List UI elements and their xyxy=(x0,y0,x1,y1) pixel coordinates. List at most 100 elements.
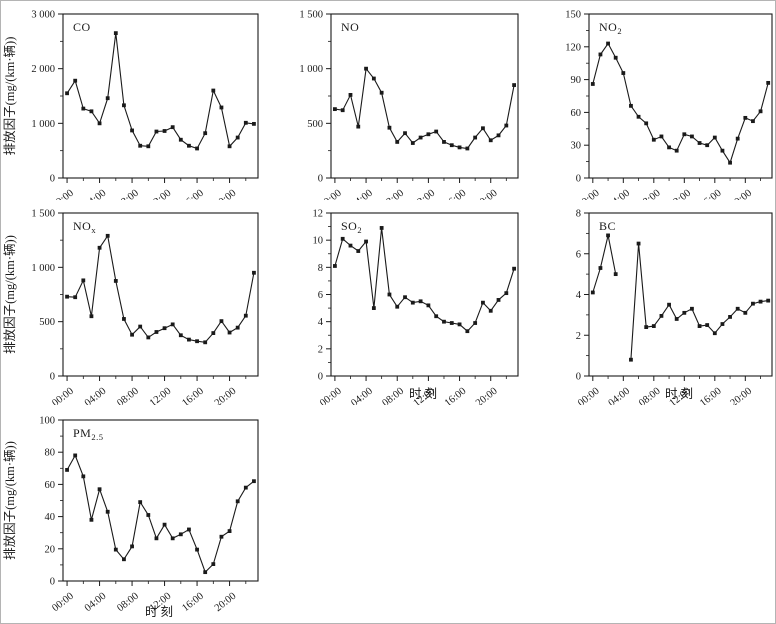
x-tick-label: 04:00 xyxy=(349,188,375,200)
data-point xyxy=(252,121,256,126)
data-point xyxy=(629,103,633,108)
x-axis-label: 时刻 xyxy=(409,387,440,401)
x-tick-label: 04:00 xyxy=(83,386,109,405)
panel-title-bc: BC xyxy=(599,219,616,233)
data-point xyxy=(195,547,199,552)
data-point xyxy=(364,239,368,244)
x-tick-label: 20:00 xyxy=(474,188,500,200)
data-point xyxy=(473,135,478,140)
data-point xyxy=(481,126,485,131)
x-tick-label: 08:00 xyxy=(115,591,141,614)
plot-frame xyxy=(588,13,773,179)
data-point xyxy=(418,299,423,304)
x-tick-label: 12:00 xyxy=(148,386,174,405)
x-tick-label: 04:00 xyxy=(83,188,109,200)
data-point xyxy=(426,303,431,308)
chart-bc: 0 2 4 6 8 00:00 04:00 08:00 12:00 16:00 20:00 BC 时刻 xyxy=(517,200,775,410)
data-point xyxy=(682,310,687,315)
data-point xyxy=(629,357,633,362)
y-tick-label: 2 000 xyxy=(31,64,55,75)
data-point xyxy=(81,474,86,479)
y-axis-label: 排放因子(mg/(km·辆)) xyxy=(2,37,17,156)
data-point xyxy=(705,323,710,327)
data-point xyxy=(81,278,86,283)
y-tick-label: 40 xyxy=(45,512,56,523)
data-point xyxy=(154,129,159,134)
series-so2 xyxy=(332,226,517,334)
data-point xyxy=(387,125,392,130)
data-point xyxy=(154,330,159,334)
data-point xyxy=(418,135,423,140)
data-point xyxy=(162,129,167,133)
data-point xyxy=(751,301,755,306)
series-nox xyxy=(65,233,256,345)
data-point xyxy=(235,135,240,140)
x-tick-label: 16:00 xyxy=(180,386,206,405)
data-point xyxy=(130,128,134,133)
data-point xyxy=(65,468,69,472)
data-point xyxy=(613,55,618,60)
data-point xyxy=(364,66,368,71)
panel-title-so2: SO2 xyxy=(341,219,362,235)
y-tick-label: 3 000 xyxy=(31,10,55,21)
chart-co-canvas: 0 1 000 2 000 3 000 00:00 04:00 08:00 12:00 16:0… xyxy=(2,10,259,211)
y-tick-label: 120 xyxy=(565,42,581,53)
y-tick-label: 150 xyxy=(565,10,581,21)
panel-title-nox: NOx xyxy=(73,219,96,235)
x-tick-label: 04:00 xyxy=(607,188,633,200)
data-point xyxy=(203,131,208,136)
data-point xyxy=(138,324,143,329)
data-point xyxy=(170,536,175,541)
data-point xyxy=(348,93,353,97)
data-point xyxy=(211,562,216,566)
data-point xyxy=(89,314,94,319)
x-axis-label: 时刻 xyxy=(145,605,176,619)
data-point xyxy=(496,133,501,138)
data-point xyxy=(178,333,183,338)
data-point xyxy=(659,313,664,318)
data-point xyxy=(73,295,78,300)
x-tick-label: 08:00 xyxy=(380,188,406,200)
y-tick-label: 30 xyxy=(571,141,582,152)
data-point xyxy=(504,291,509,296)
x-tick-label: 08:00 xyxy=(637,188,663,200)
data-point xyxy=(97,245,102,250)
data-point xyxy=(403,295,407,300)
data-point xyxy=(659,134,664,139)
data-point xyxy=(674,148,679,153)
x-tick-label: 16:00 xyxy=(443,188,469,200)
data-point xyxy=(766,298,771,303)
data-point xyxy=(590,82,595,86)
data-point xyxy=(211,88,216,93)
data-point xyxy=(371,76,376,81)
data-point xyxy=(728,160,732,165)
panel-title-no2: NO2 xyxy=(599,20,622,36)
data-point xyxy=(598,52,603,57)
data-point xyxy=(473,321,478,325)
y-tick-label: 1 000 xyxy=(31,263,55,274)
data-point xyxy=(379,226,384,230)
panel-title-no: NO xyxy=(341,20,359,34)
data-point xyxy=(130,544,134,549)
data-point xyxy=(735,306,740,311)
chart-so2: 0 2 4 6 8 10 12 00:00 04:00 08:00 12:00 16:00 20:00 S… xyxy=(259,200,519,410)
chart-pm25: 0 20 40 60 80 100 00:00 04:00 08:00 12:00 16:00 20:… xyxy=(1,405,259,623)
data-point xyxy=(252,479,256,484)
y-tick-label: 1 000 xyxy=(299,64,323,75)
data-point xyxy=(496,298,501,302)
y-tick-label: 90 xyxy=(571,75,582,86)
plot-frame xyxy=(62,13,259,179)
x-tick-label: 00:00 xyxy=(50,591,76,614)
y-axis-label: 排放因子(mg/(km·辆)) xyxy=(2,441,17,560)
data-point xyxy=(465,329,470,334)
series-no2 xyxy=(590,41,771,165)
data-point xyxy=(235,499,240,504)
y-tick-label: 4 xyxy=(318,317,324,328)
data-point xyxy=(356,124,361,129)
y-tick-label: 0 xyxy=(50,577,55,588)
data-point xyxy=(219,534,224,539)
x-tick-label: 16:00 xyxy=(698,188,724,200)
data-point xyxy=(426,132,431,137)
